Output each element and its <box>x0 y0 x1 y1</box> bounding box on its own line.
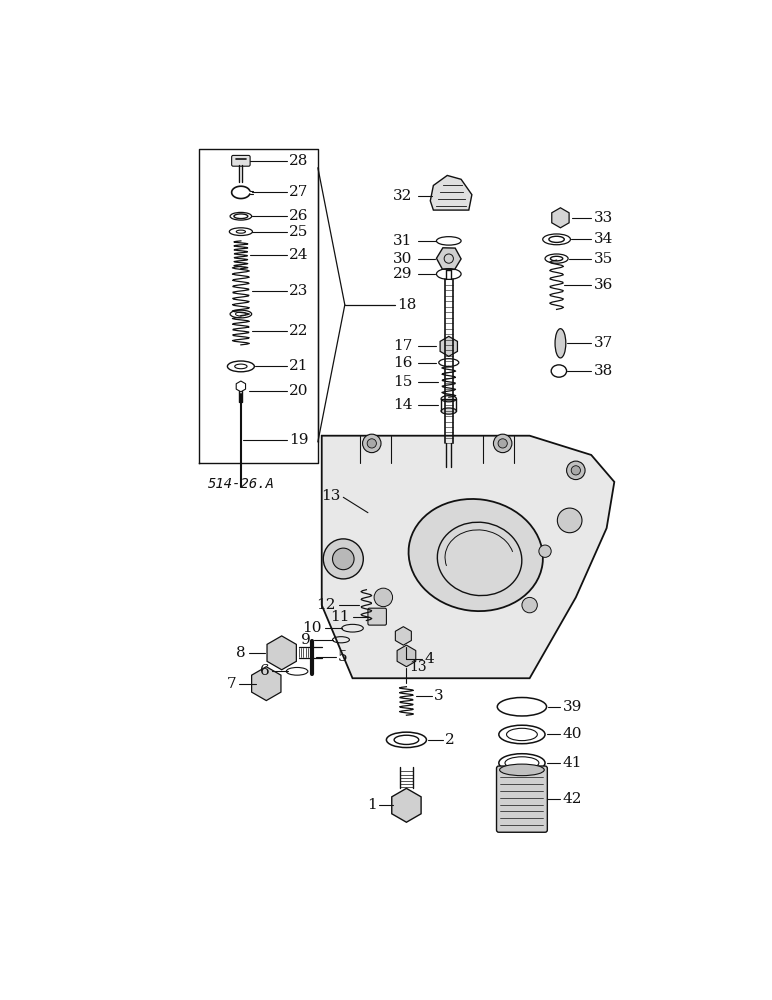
Text: 19: 19 <box>290 433 309 447</box>
Circle shape <box>363 434 381 453</box>
Circle shape <box>571 466 581 475</box>
Text: 40: 40 <box>563 727 582 741</box>
Ellipse shape <box>441 408 456 414</box>
Text: 21: 21 <box>290 359 309 373</box>
Text: 22: 22 <box>290 324 309 338</box>
FancyBboxPatch shape <box>368 608 387 625</box>
Text: 39: 39 <box>563 700 582 714</box>
Text: 13: 13 <box>321 489 340 503</box>
Text: 7: 7 <box>227 677 236 691</box>
FancyBboxPatch shape <box>496 766 547 832</box>
Circle shape <box>323 539 364 579</box>
Text: 20: 20 <box>290 384 309 398</box>
Ellipse shape <box>408 499 543 611</box>
Text: 12: 12 <box>316 598 336 612</box>
Text: 38: 38 <box>594 364 613 378</box>
Text: 14: 14 <box>393 398 412 412</box>
Text: 29: 29 <box>393 267 412 281</box>
Text: 33: 33 <box>594 211 613 225</box>
Text: 8: 8 <box>236 646 245 660</box>
Text: 2: 2 <box>445 733 455 747</box>
Text: 3: 3 <box>434 689 444 703</box>
Text: 16: 16 <box>393 356 412 370</box>
Text: 10: 10 <box>302 621 322 635</box>
Text: 9: 9 <box>301 633 311 647</box>
Text: 35: 35 <box>594 252 613 266</box>
Circle shape <box>498 439 507 448</box>
Text: 4: 4 <box>424 652 434 666</box>
Circle shape <box>367 439 377 448</box>
Circle shape <box>374 588 393 607</box>
Text: 13: 13 <box>409 660 427 674</box>
Circle shape <box>557 508 582 533</box>
Ellipse shape <box>499 764 544 776</box>
Text: 34: 34 <box>594 232 613 246</box>
Text: 514-26.A: 514-26.A <box>208 477 275 491</box>
Text: 28: 28 <box>290 154 309 168</box>
Text: 1: 1 <box>367 798 377 812</box>
Text: 36: 36 <box>594 278 613 292</box>
Text: 37: 37 <box>594 336 613 350</box>
Text: 27: 27 <box>290 185 309 199</box>
Ellipse shape <box>555 329 566 358</box>
Text: 25: 25 <box>290 225 309 239</box>
Text: 24: 24 <box>290 248 309 262</box>
Text: 11: 11 <box>330 610 350 624</box>
Text: 18: 18 <box>397 298 417 312</box>
Text: 32: 32 <box>393 189 412 203</box>
Text: 42: 42 <box>563 792 582 806</box>
Text: 5: 5 <box>338 650 347 664</box>
Text: 26: 26 <box>290 209 309 223</box>
Text: 15: 15 <box>393 375 412 389</box>
Text: 31: 31 <box>393 234 412 248</box>
Circle shape <box>567 461 585 480</box>
Text: 23: 23 <box>290 284 309 298</box>
Text: 17: 17 <box>393 339 412 353</box>
Circle shape <box>333 548 354 570</box>
Polygon shape <box>430 175 472 210</box>
Text: 30: 30 <box>393 252 412 266</box>
FancyBboxPatch shape <box>232 155 250 166</box>
Text: 41: 41 <box>563 756 582 770</box>
Circle shape <box>493 434 512 453</box>
Circle shape <box>522 597 537 613</box>
Circle shape <box>539 545 551 557</box>
Text: 6: 6 <box>259 664 269 678</box>
Polygon shape <box>322 436 615 678</box>
